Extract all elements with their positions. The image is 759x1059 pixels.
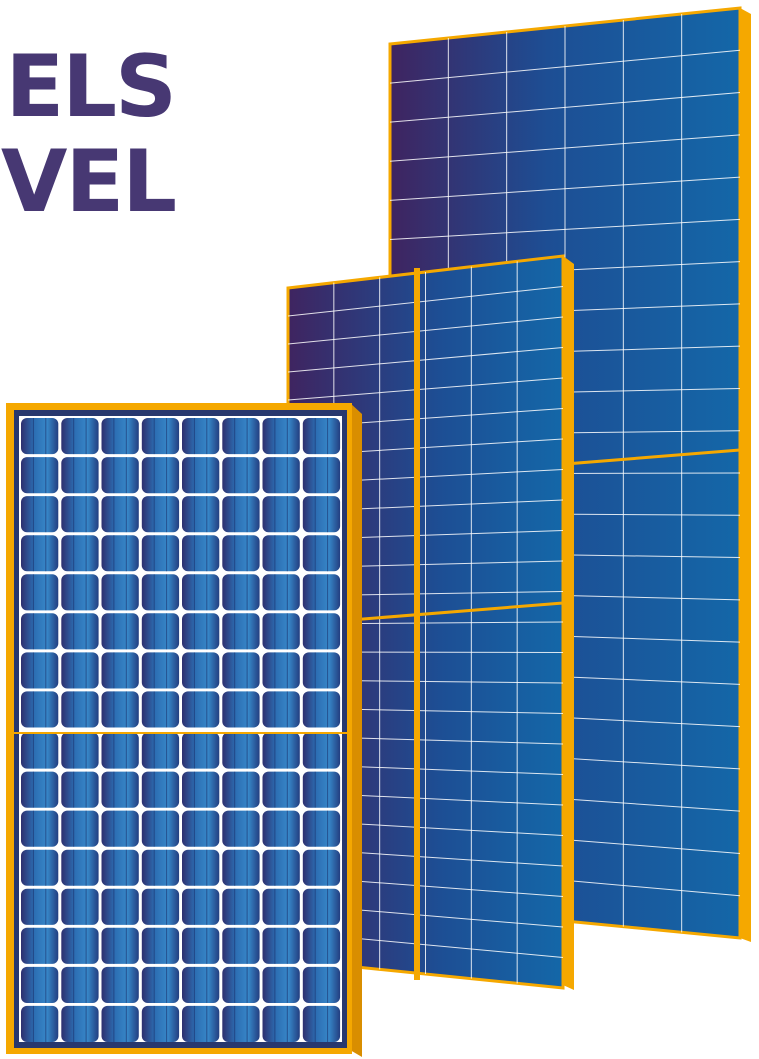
headline: ELS VEL xyxy=(0,40,175,230)
headline-line-2: VEL xyxy=(0,132,175,230)
monocrystalline-panel xyxy=(6,403,362,1057)
headline-line-1: ELS xyxy=(5,40,176,137)
